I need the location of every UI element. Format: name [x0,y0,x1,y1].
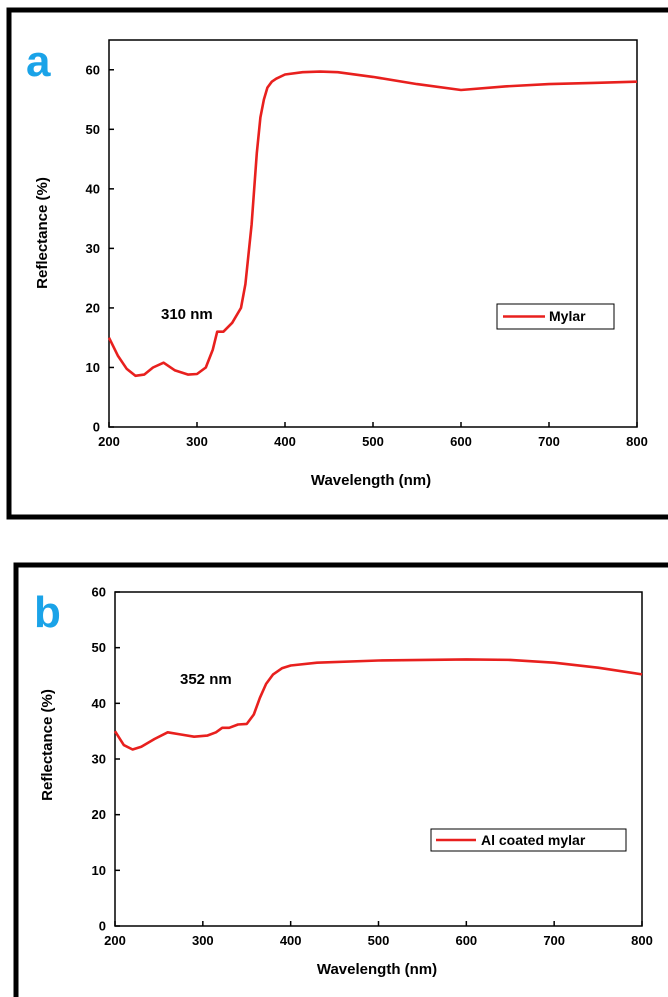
panel-a-annotation: 310 nm [161,306,213,323]
panel-b-y-axis-label: Reflectance (%) [39,689,56,801]
panel-a-plot-area [108,39,638,428]
panel-a-legend-label: Mylar [549,308,586,324]
panel-b-y-tick-label: 10 [92,863,106,878]
panel-a-legend: Mylar [496,303,615,330]
panel-b-plot-area [114,591,643,927]
panel-b: b 200 300 400 500 600 700 800 0 10 20 30 40 50 60 352… [13,562,668,997]
panel-a-x-tick-label: 400 [274,434,296,449]
panel-b-x-tick-label: 600 [455,933,477,948]
panel-b-x-tick-label: 500 [368,933,390,948]
panel-b-series-line [113,658,643,751]
panel-b-y-tick-label: 20 [92,807,106,822]
panel-b-legend: Al coated mylar [430,828,627,852]
panel-a-label: a [26,37,51,86]
panel-b-annotation: 352 nm [180,671,232,688]
panel-b-y-tick-label: 40 [92,696,106,711]
panel-a-frame [6,7,668,520]
panel-b-y-tick-label: 60 [92,585,106,600]
panel-b-x-tick-label: 400 [280,933,302,948]
panel-b-x-tick-label: 800 [631,933,653,948]
panel-a-x-tick-label: 600 [450,434,472,449]
panel-b-legend-box [430,828,627,852]
panel-b-frame [13,562,668,997]
panel-a-y-tick-label: 50 [86,122,100,137]
panel-b-ticks: 200 300 400 500 600 700 800 0 10 20 30 40 50 60 [92,585,653,949]
panel-a-x-tick-label: 800 [626,434,648,449]
panel-a-y-axis-label: Reflectance (%) [34,177,51,289]
panel-a-ticks: 200 300 400 500 600 700 800 0 10 20 30 40 50 60 [86,62,648,449]
panel-a-y-tick-label: 20 [86,300,100,315]
panel-a-y-tick-label: 60 [86,62,100,77]
panel-a-y-tick-label: 10 [86,360,100,375]
panel-b-x-axis-label: Wavelength (nm) [317,961,437,978]
panel-a-y-tick-label: 40 [86,181,100,196]
panel-b-x-tick-label: 700 [543,933,565,948]
panel-b-y-tick-label: 30 [92,752,106,767]
panel-a-x-tick-label: 500 [362,434,384,449]
panel-a-y-tick-label: 30 [86,241,100,256]
panel-b-x-tick-label: 300 [192,933,214,948]
panel-a-series-line [107,70,638,378]
panel-a-x-tick-label: 200 [98,434,120,449]
panel-b-x-tick-label: 200 [104,933,126,948]
panel-a-y-tick-label: 0 [93,420,100,435]
panel-a-x-tick-label: 300 [186,434,208,449]
panel-a-x-axis-label: Wavelength (nm) [311,472,431,489]
panel-a-x-tick-label: 700 [538,434,560,449]
panel-b-label: b [34,588,61,637]
panel-b-legend-label: Al coated mylar [481,832,586,848]
panel-b-y-tick-label: 50 [92,640,106,655]
panel-b-y-tick-label: 0 [99,919,106,934]
panel-a: a 200 300 400 500 600 700 800 0 10 20 30 40 50 60 310… [6,7,668,520]
